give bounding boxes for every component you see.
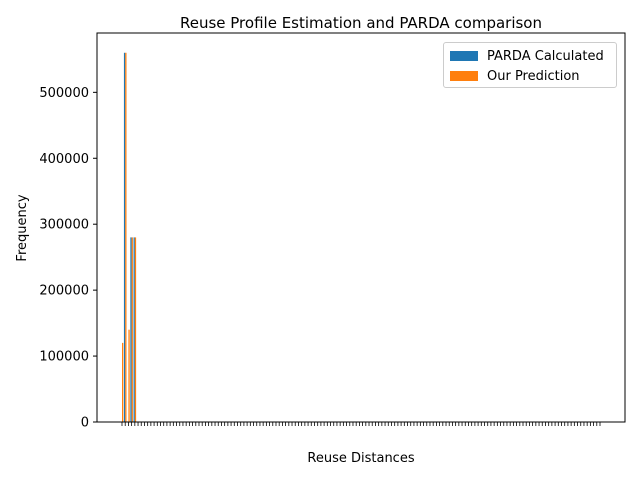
bar	[123, 52, 126, 422]
bar	[130, 237, 132, 422]
y-tick-label: 500000	[39, 86, 89, 101]
bar	[133, 237, 135, 422]
bars	[122, 52, 137, 422]
x-axis-ticks	[121, 422, 601, 426]
plot-frame	[96, 32, 626, 423]
legend-label-prediction: Our Prediction	[487, 68, 580, 84]
legend: PARDA Calculated Our Prediction	[443, 42, 617, 88]
y-tick-label: 100000	[39, 350, 89, 365]
legend-swatch-prediction	[450, 71, 478, 81]
legend-swatch-parda	[450, 51, 478, 61]
y-tick-label: 0	[81, 416, 89, 431]
y-axis-label: Frequency	[15, 194, 30, 261]
legend-item-prediction: Our Prediction	[450, 67, 580, 85]
bar	[134, 237, 137, 422]
y-axis-ticks: 0 100000 200000 300000 400000 500000	[39, 86, 97, 431]
bar	[131, 237, 133, 422]
bar	[125, 52, 127, 422]
y-tick-label: 300000	[39, 218, 89, 233]
y-tick-label: 200000	[39, 284, 89, 299]
legend-item-parda: PARDA Calculated	[450, 47, 604, 65]
legend-label-parda: PARDA Calculated	[487, 48, 604, 64]
y-tick-label: 400000	[39, 152, 89, 167]
chart-title: Reuse Profile Estimation and PARDA compa…	[180, 14, 542, 32]
bar	[128, 329, 130, 422]
bar	[122, 342, 124, 422]
x-axis-label: Reuse Distances	[307, 451, 414, 466]
